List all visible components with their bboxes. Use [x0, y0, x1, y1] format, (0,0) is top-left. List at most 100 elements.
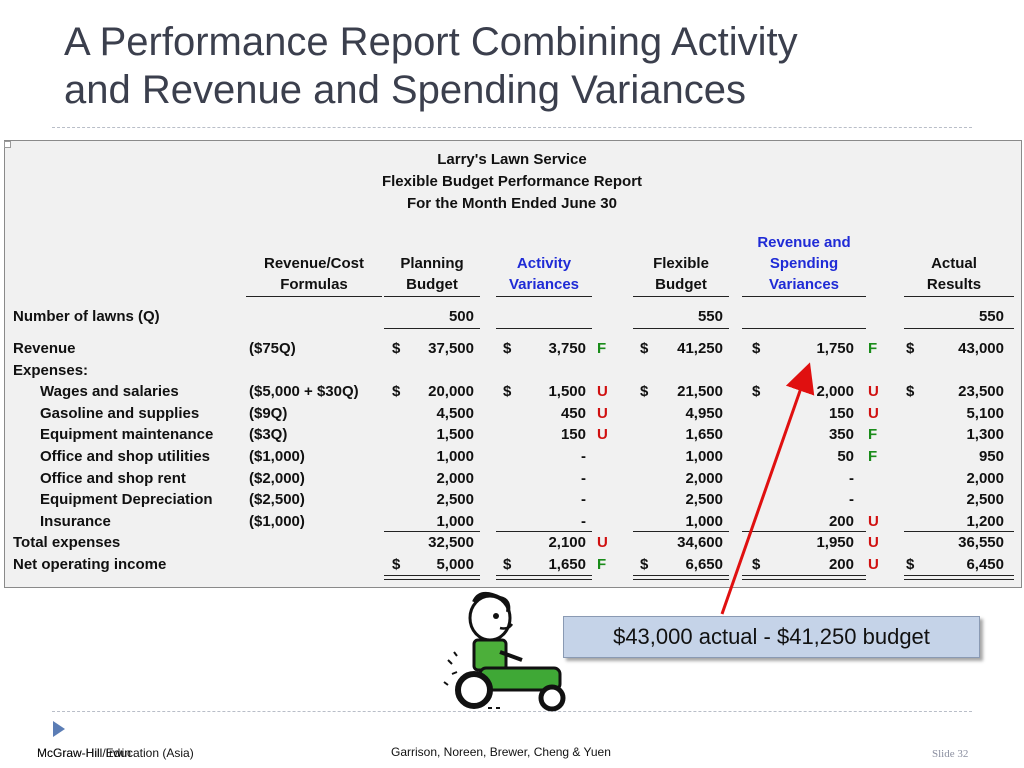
underline-after-lawns	[742, 328, 866, 329]
revspend-variance-flag: F	[868, 340, 878, 357]
planning-budget-value: 5,000	[436, 556, 474, 573]
dollar-sign: $	[752, 556, 761, 573]
footer-publisher-b: McGraw-Hill Education (Asia)	[37, 746, 194, 760]
row-formula: ($75Q)	[249, 340, 296, 357]
activity-variance-value: -	[581, 513, 586, 530]
header-underline-activity	[496, 296, 592, 297]
col-header-planning-l1: Planning	[400, 255, 464, 272]
table-row: Expenses:	[0, 360, 1024, 381]
planning-budget-value: 20,000	[428, 383, 474, 400]
slide-number: Slide 32	[932, 748, 969, 760]
col-header-activity-l2: Variances	[508, 276, 580, 293]
dollar-sign: $	[906, 340, 915, 357]
header-underline-actual	[904, 296, 1014, 297]
col-header-revspend: Revenue and Spending Variances	[742, 232, 866, 295]
row-label: Equipment Depreciation	[40, 491, 213, 508]
actual-result-value: 950	[978, 448, 1004, 465]
col-header-flexible-l1: Flexible	[653, 255, 709, 272]
flexible-budget-value: 21,500	[677, 383, 723, 400]
row-label: Expenses:	[13, 362, 89, 379]
planning-budget-value: 4,500	[436, 405, 474, 422]
planning-budget-value: 1,000	[436, 513, 474, 530]
planning-budget-value: 37,500	[428, 340, 474, 357]
underline-after-lawns	[496, 328, 592, 329]
actual-result-value: 2,500	[966, 491, 1004, 508]
activity-variance-flag: U	[597, 383, 608, 400]
flexible-budget-value: 1,650	[685, 426, 723, 443]
activity-variance-flag: U	[597, 405, 608, 422]
table-row: Equipment maintenance ($3Q) 1,500 150 U 1,650…	[0, 424, 1024, 445]
revspend-variance-flag: U	[868, 383, 879, 400]
activity-variance-value: -	[581, 448, 586, 465]
row-formula: ($2,500)	[249, 491, 305, 508]
flexible-budget-value: 550	[697, 308, 723, 325]
double-underline-net-income	[904, 575, 1014, 580]
activity-variance-value: 450	[560, 405, 586, 422]
col-header-planning-l2: Budget	[406, 276, 458, 293]
dollar-sign: $	[640, 556, 649, 573]
flexible-budget-value: 4,950	[685, 405, 723, 422]
double-underline-net-income	[496, 575, 592, 580]
double-underline-net-income	[742, 575, 866, 580]
table-row: Revenue ($75Q) 37,500 3,750 F 41,250 1,750 F 43,…	[0, 338, 1024, 359]
col-header-planning: Planning Budget	[384, 253, 480, 295]
table-row: Wages and salaries ($5,000 + $30Q) 20,000 1…	[0, 381, 1024, 402]
revspend-variance-flag: U	[868, 513, 879, 530]
row-label: Wages and salaries	[40, 383, 179, 400]
header-underline-revspend	[742, 296, 866, 297]
row-formula: ($1,000)	[249, 448, 305, 465]
row-formula: ($3Q)	[249, 426, 288, 443]
flexible-budget-value: 34,600	[677, 534, 723, 551]
dollar-sign: $	[392, 383, 401, 400]
table-row: Number of lawns (Q) 500 550 550	[0, 306, 1024, 327]
col-header-revspend-l1: Revenue and	[757, 234, 851, 251]
table-row: Net operating income 5,000 1,650 F 6,650 200 U…	[0, 554, 1024, 575]
dollar-sign: $	[392, 556, 401, 573]
underline-before-totals	[384, 531, 480, 532]
col-header-formulas: Revenue/Cost Formulas	[246, 253, 382, 295]
footer-authors: Garrison, Noreen, Brewer, Cheng & Yuen	[391, 745, 611, 759]
underline-after-lawns	[633, 328, 729, 329]
col-header-formulas-l1: Revenue/Cost	[263, 255, 365, 272]
header-underline-flexible	[633, 296, 729, 297]
underline-before-totals	[633, 531, 729, 532]
report-company: Larry's Lawn Service	[437, 151, 587, 168]
col-header-activity-l1: Activity	[516, 255, 572, 272]
table-row: Insurance ($1,000) 1,000 - 1,000 200 U 1,200	[0, 511, 1024, 532]
row-formula: ($1,000)	[249, 513, 305, 530]
slide-title-line-2: and Revenue and Spending Variances	[64, 68, 746, 112]
row-formula: ($2,000)	[249, 470, 305, 487]
revspend-variance-value: 2,000	[816, 383, 854, 400]
actual-result-value: 1,200	[966, 513, 1004, 530]
slide-title: A Performance Report Combining Activity …	[64, 18, 984, 114]
col-header-flexible-l2: Budget	[655, 276, 707, 293]
slide-title-line-1: A Performance Report Combining Activity	[64, 20, 798, 64]
panel-corner-handle	[4, 141, 11, 148]
planning-budget-value: 2,000	[436, 470, 474, 487]
actual-result-value: 6,450	[966, 556, 1004, 573]
row-label: Number of lawns (Q)	[13, 308, 160, 325]
dollar-sign: $	[503, 340, 512, 357]
activity-variance-value: -	[581, 470, 586, 487]
planning-budget-value: 2,500	[436, 491, 474, 508]
revspend-variance-value: 150	[828, 405, 854, 422]
col-header-actual-l1: Actual	[931, 255, 977, 272]
row-label: Revenue	[13, 340, 76, 357]
row-label: Insurance	[40, 513, 111, 530]
col-header-flexible: Flexible Budget	[633, 253, 729, 295]
variance-callout: $43,000 actual - $41,250 budget	[563, 616, 980, 658]
activity-variance-value: 2,100	[548, 534, 586, 551]
revspend-variance-flag: F	[868, 426, 878, 443]
underline-after-lawns	[384, 328, 480, 329]
col-header-actual-l2: Results	[926, 276, 982, 293]
dollar-sign: $	[752, 383, 761, 400]
dollar-sign: $	[752, 340, 761, 357]
report-name: Flexible Budget Performance Report	[381, 173, 643, 190]
activity-variance-value: 3,750	[548, 340, 586, 357]
triangle-bullet-icon	[53, 721, 65, 737]
activity-variance-flag: U	[597, 426, 608, 443]
actual-result-value: 43,000	[958, 340, 1004, 357]
row-label: Net operating income	[13, 556, 167, 573]
underline-before-totals	[904, 531, 1014, 532]
